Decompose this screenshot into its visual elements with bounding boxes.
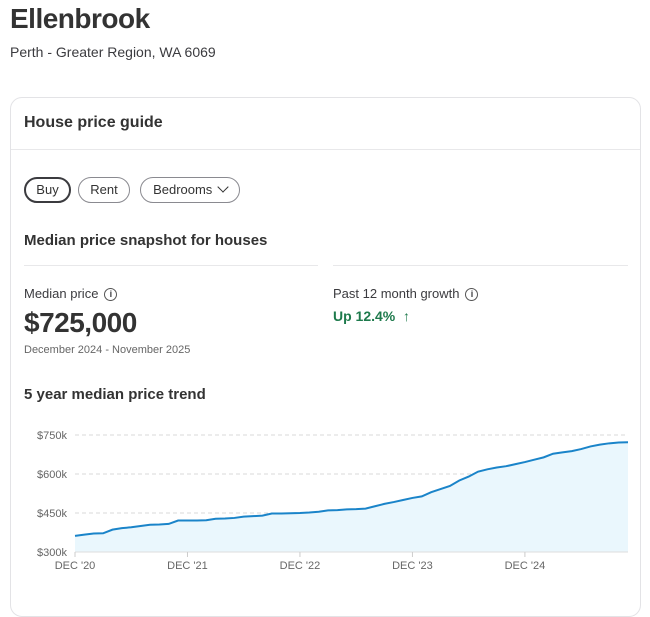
area-fill	[75, 442, 628, 552]
suburb-title: Ellenbrook	[10, 3, 150, 34]
snapshot-title: Median price snapshot for houses	[24, 232, 268, 249]
card-title: House price guide	[24, 114, 163, 131]
y-tick-label: $300k	[37, 547, 67, 559]
bedrooms-label: Bedrooms	[153, 182, 213, 197]
x-tick-label: DEC '22	[280, 560, 321, 572]
median-price-period: December 2024 - November 2025	[24, 344, 191, 356]
y-tick-label: $750k	[37, 430, 67, 442]
bedrooms-dropdown[interactable]: Bedrooms	[140, 177, 240, 203]
growth-label: Past 12 month growth	[333, 286, 460, 301]
price-line	[74, 441, 629, 537]
y-tick-label: $600k	[37, 469, 67, 481]
x-tick-label: DEC '20	[55, 560, 96, 572]
divider	[11, 149, 640, 150]
rent-filter[interactable]: Rent	[78, 177, 130, 203]
info-icon[interactable]: i	[104, 288, 118, 302]
divider	[24, 265, 318, 266]
median-price-label: Median price	[24, 286, 99, 301]
info-icon[interactable]: i	[465, 288, 479, 302]
x-tick-label: DEC '21	[167, 560, 208, 572]
buy-filter[interactable]: Buy	[24, 177, 71, 203]
trend-title: 5 year median price trend	[24, 386, 206, 403]
chevron-down-icon	[217, 181, 229, 193]
median-price-value: $725,000	[24, 307, 137, 338]
arrow-up-icon: ↑	[403, 308, 411, 324]
x-tick-label: DEC '23	[392, 560, 433, 572]
suburb-region: Perth - Greater Region, WA 6069	[10, 44, 216, 60]
x-tick-label: DEC '24	[505, 560, 546, 572]
y-tick-label: $450k	[37, 508, 67, 520]
divider	[333, 265, 628, 266]
growth-value: Up 12.4%	[333, 308, 396, 324]
